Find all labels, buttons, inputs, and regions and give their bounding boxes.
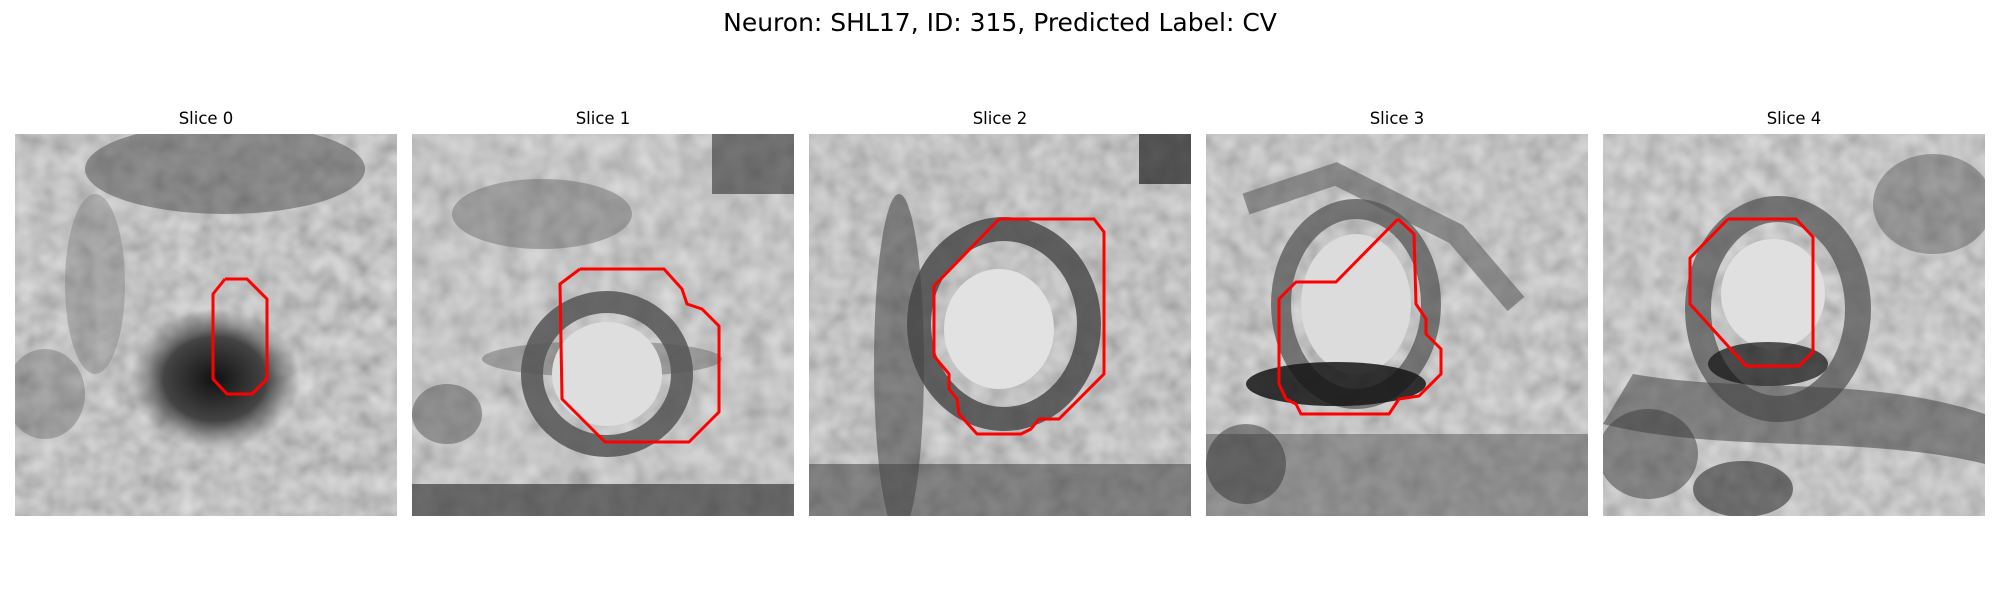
panel-slice-3: Slice 3	[1206, 108, 1588, 516]
slice-image	[809, 134, 1191, 516]
slice-title: Slice 2	[972, 109, 1028, 128]
cell-contour	[1688, 217, 1815, 368]
figure-title: Neuron: SHL17, ID: 315, Predicted Label:…	[723, 8, 1277, 37]
slice-title: Slice 4	[1766, 109, 1822, 128]
panel-slice-0: Slice 0	[15, 108, 397, 516]
slice-title: Slice 0	[178, 109, 234, 128]
cell-contour	[211, 277, 269, 396]
slice-image	[1206, 134, 1588, 516]
slice-image	[412, 134, 794, 516]
cell-contour	[932, 217, 1106, 436]
cell-contour	[558, 267, 721, 444]
slice-title: Slice 3	[1369, 109, 1425, 128]
slice-image	[15, 134, 397, 516]
panel-slice-1: Slice 1	[412, 108, 794, 516]
panel-slice-2: Slice 2	[809, 108, 1191, 516]
panel-slice-4: Slice 4	[1603, 108, 1985, 516]
cell-contour	[1277, 217, 1443, 416]
slice-image	[1603, 134, 1985, 516]
slice-title: Slice 1	[575, 109, 631, 128]
